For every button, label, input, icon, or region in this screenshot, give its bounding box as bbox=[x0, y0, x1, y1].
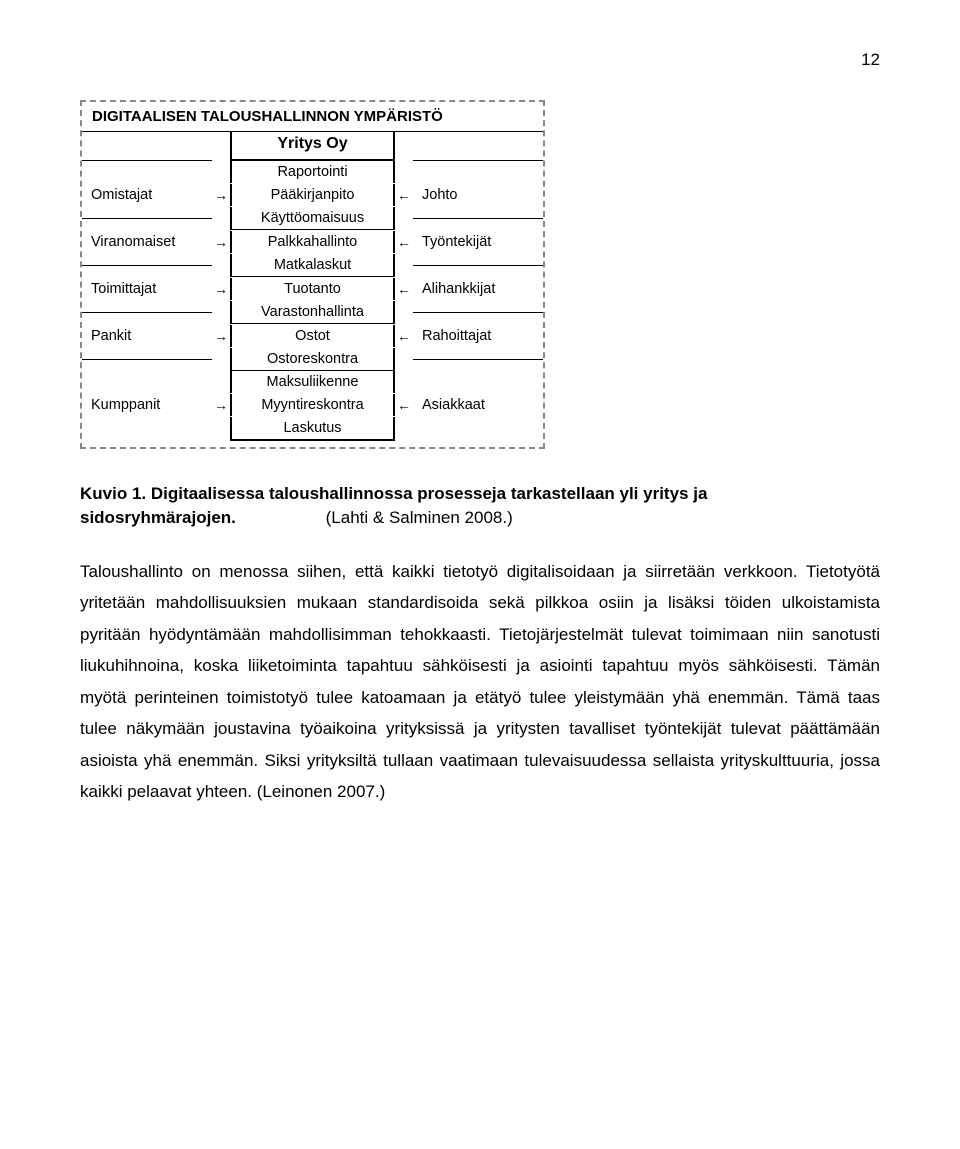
right-alihankkijat: Alihankkijat bbox=[413, 277, 543, 301]
mid-laskutus: Laskutus bbox=[230, 417, 395, 441]
mid-ostoreskontra: Ostoreskontra bbox=[230, 348, 395, 371]
mid-tuotanto: Tuotanto bbox=[230, 278, 395, 300]
arrow-icon: ← bbox=[395, 188, 413, 202]
arrow-icon: → bbox=[212, 329, 230, 343]
left-omistajat: Omistajat bbox=[82, 183, 212, 207]
mid-ostot: Ostot bbox=[230, 325, 395, 347]
page-number: 12 bbox=[80, 50, 880, 70]
diagram-title: DIGITAALISEN TALOUSHALLINNON YMPÄRISTÖ bbox=[82, 102, 543, 132]
left-kumppanit: Kumppanit bbox=[82, 393, 212, 417]
mid-maksuliikenne: Maksuliikenne bbox=[230, 371, 395, 393]
figure-citation: (Lahti & Salminen 2008.) bbox=[326, 508, 513, 527]
arrow-icon: ← bbox=[395, 329, 413, 343]
caption-rest: sidosryhmärajojen. bbox=[80, 508, 236, 527]
arrow-icon: → bbox=[212, 398, 230, 412]
company-name: Yritys Oy bbox=[230, 132, 395, 161]
left-pankit: Pankit bbox=[82, 324, 212, 348]
arrow-icon: → bbox=[212, 282, 230, 296]
mid-palkkahallinto: Palkkahallinto bbox=[230, 231, 395, 253]
mid-matkalaskut: Matkalaskut bbox=[230, 254, 395, 277]
body-paragraph: Taloushallinto on menossa siihen, että k… bbox=[80, 556, 880, 808]
figure-caption-line2: sidosryhmärajojen. (Lahti & Salminen 200… bbox=[80, 508, 880, 528]
mid-kayttoomaisuus: Käyttöomaisuus bbox=[230, 207, 395, 230]
mid-myyntireskontra: Myyntireskontra bbox=[230, 394, 395, 416]
mid-varastonhallinta: Varastonhallinta bbox=[230, 301, 395, 324]
arrow-icon: ← bbox=[395, 282, 413, 296]
mid-raportointi: Raportointi bbox=[230, 161, 395, 183]
right-asiakkaat: Asiakkaat bbox=[413, 393, 543, 417]
environment-diagram: DIGITAALISEN TALOUSHALLINNON YMPÄRISTÖ Y… bbox=[80, 100, 545, 449]
arrow-icon: ← bbox=[395, 235, 413, 249]
arrow-icon: → bbox=[212, 188, 230, 202]
mid-paakirjanpito: Pääkirjanpito bbox=[230, 184, 395, 206]
arrow-icon: → bbox=[212, 235, 230, 249]
right-tyontekijat: Työntekijät bbox=[413, 230, 543, 254]
arrow-icon: ← bbox=[395, 398, 413, 412]
right-rahoittajat: Rahoittajat bbox=[413, 324, 543, 348]
left-viranomaiset: Viranomaiset bbox=[82, 230, 212, 254]
right-johto: Johto bbox=[413, 183, 543, 207]
left-toimittajat: Toimittajat bbox=[82, 277, 212, 301]
figure-caption-line1: Kuvio 1. Digitaalisessa taloushallinnoss… bbox=[80, 484, 880, 504]
